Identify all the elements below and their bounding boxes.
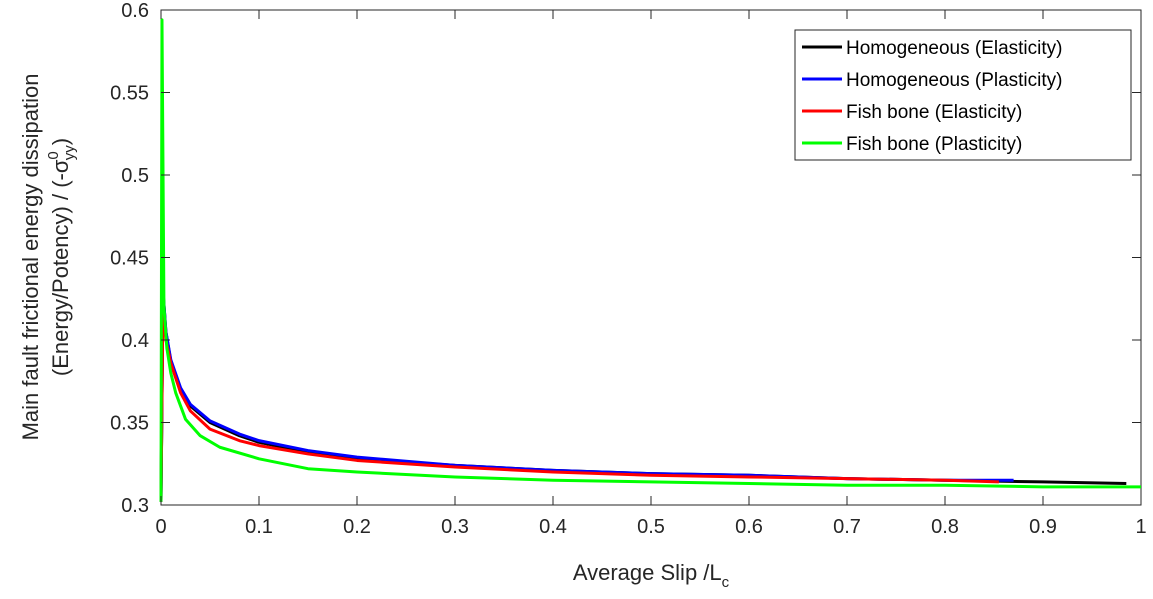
x-axis-label: Average Slip /Lc [573,560,730,591]
x-tick-label: 0.9 [1029,516,1057,538]
tick-labels: 0 0.1 0.2 0.3 0.4 0.5 0.6 0.7 0.8 0.9 1 0.3 0.35 0.4 0… [110,0,1147,538]
x-tick-label: 0.4 [539,516,567,538]
y-tick-label: 0.6 [121,0,149,22]
y-axis-label-line2-prefix: (Energy/Potency) / (-σ [48,159,73,376]
series-layer [159,18,1141,502]
legend-label-2: Homogeneous (Plasticity) [846,70,1062,91]
x-tick-label: 0.5 [637,516,665,538]
legend-box [794,29,1132,161]
y-tick-label: 0.5 [121,165,149,187]
legend-label-1: Homogeneous (Elasticity) [846,38,1062,59]
legend-entries: Homogeneous (Elasticity) Homogeneous (Pla… [802,38,1062,155]
y-tick-label: 0.4 [121,330,149,352]
axes-layer [160,9,1142,506]
y-axis-label-superscript: 0 [45,151,62,159]
y-axis-label-line2: (Energy/Potency) / (-σ0yy) [45,138,78,376]
x-tick-label: 0.3 [441,516,469,538]
series-line-4 [159,18,1141,502]
x-axis-label-subscript: c [722,574,730,591]
y-tick-label: 0.45 [110,248,149,270]
y-tick-label: 0.55 [110,83,149,105]
x-tick-label: 0.2 [343,516,371,538]
y-tick-label: 0.3 [121,495,149,517]
x-tick-label: 0 [155,516,166,538]
x-tick-label: 0.8 [931,516,959,538]
y-tick-label: 0.35 [110,413,149,435]
y-axis-label-line2-suffix: ) [48,138,73,145]
legend: Homogeneous (Elasticity) Homogeneous (Pla… [794,29,1132,161]
x-tick-label: 0.7 [833,516,861,538]
x-tick-label: 0.1 [245,516,273,538]
legend-label-4: Fish bone (Plasticity) [846,134,1022,155]
x-tick-label: 1 [1135,516,1146,538]
y-axis-label-line1: Main fault frictional energy dissipation [18,74,43,441]
legend-label-3: Fish bone (Elasticity) [846,102,1022,123]
x-axis-label-main: Average Slip /L [573,560,722,585]
x-tick-label: 0.6 [735,516,763,538]
y-axis-label: Main fault frictional energy dissipation… [18,74,78,441]
y-axis-label-subscript: yy [61,145,78,161]
